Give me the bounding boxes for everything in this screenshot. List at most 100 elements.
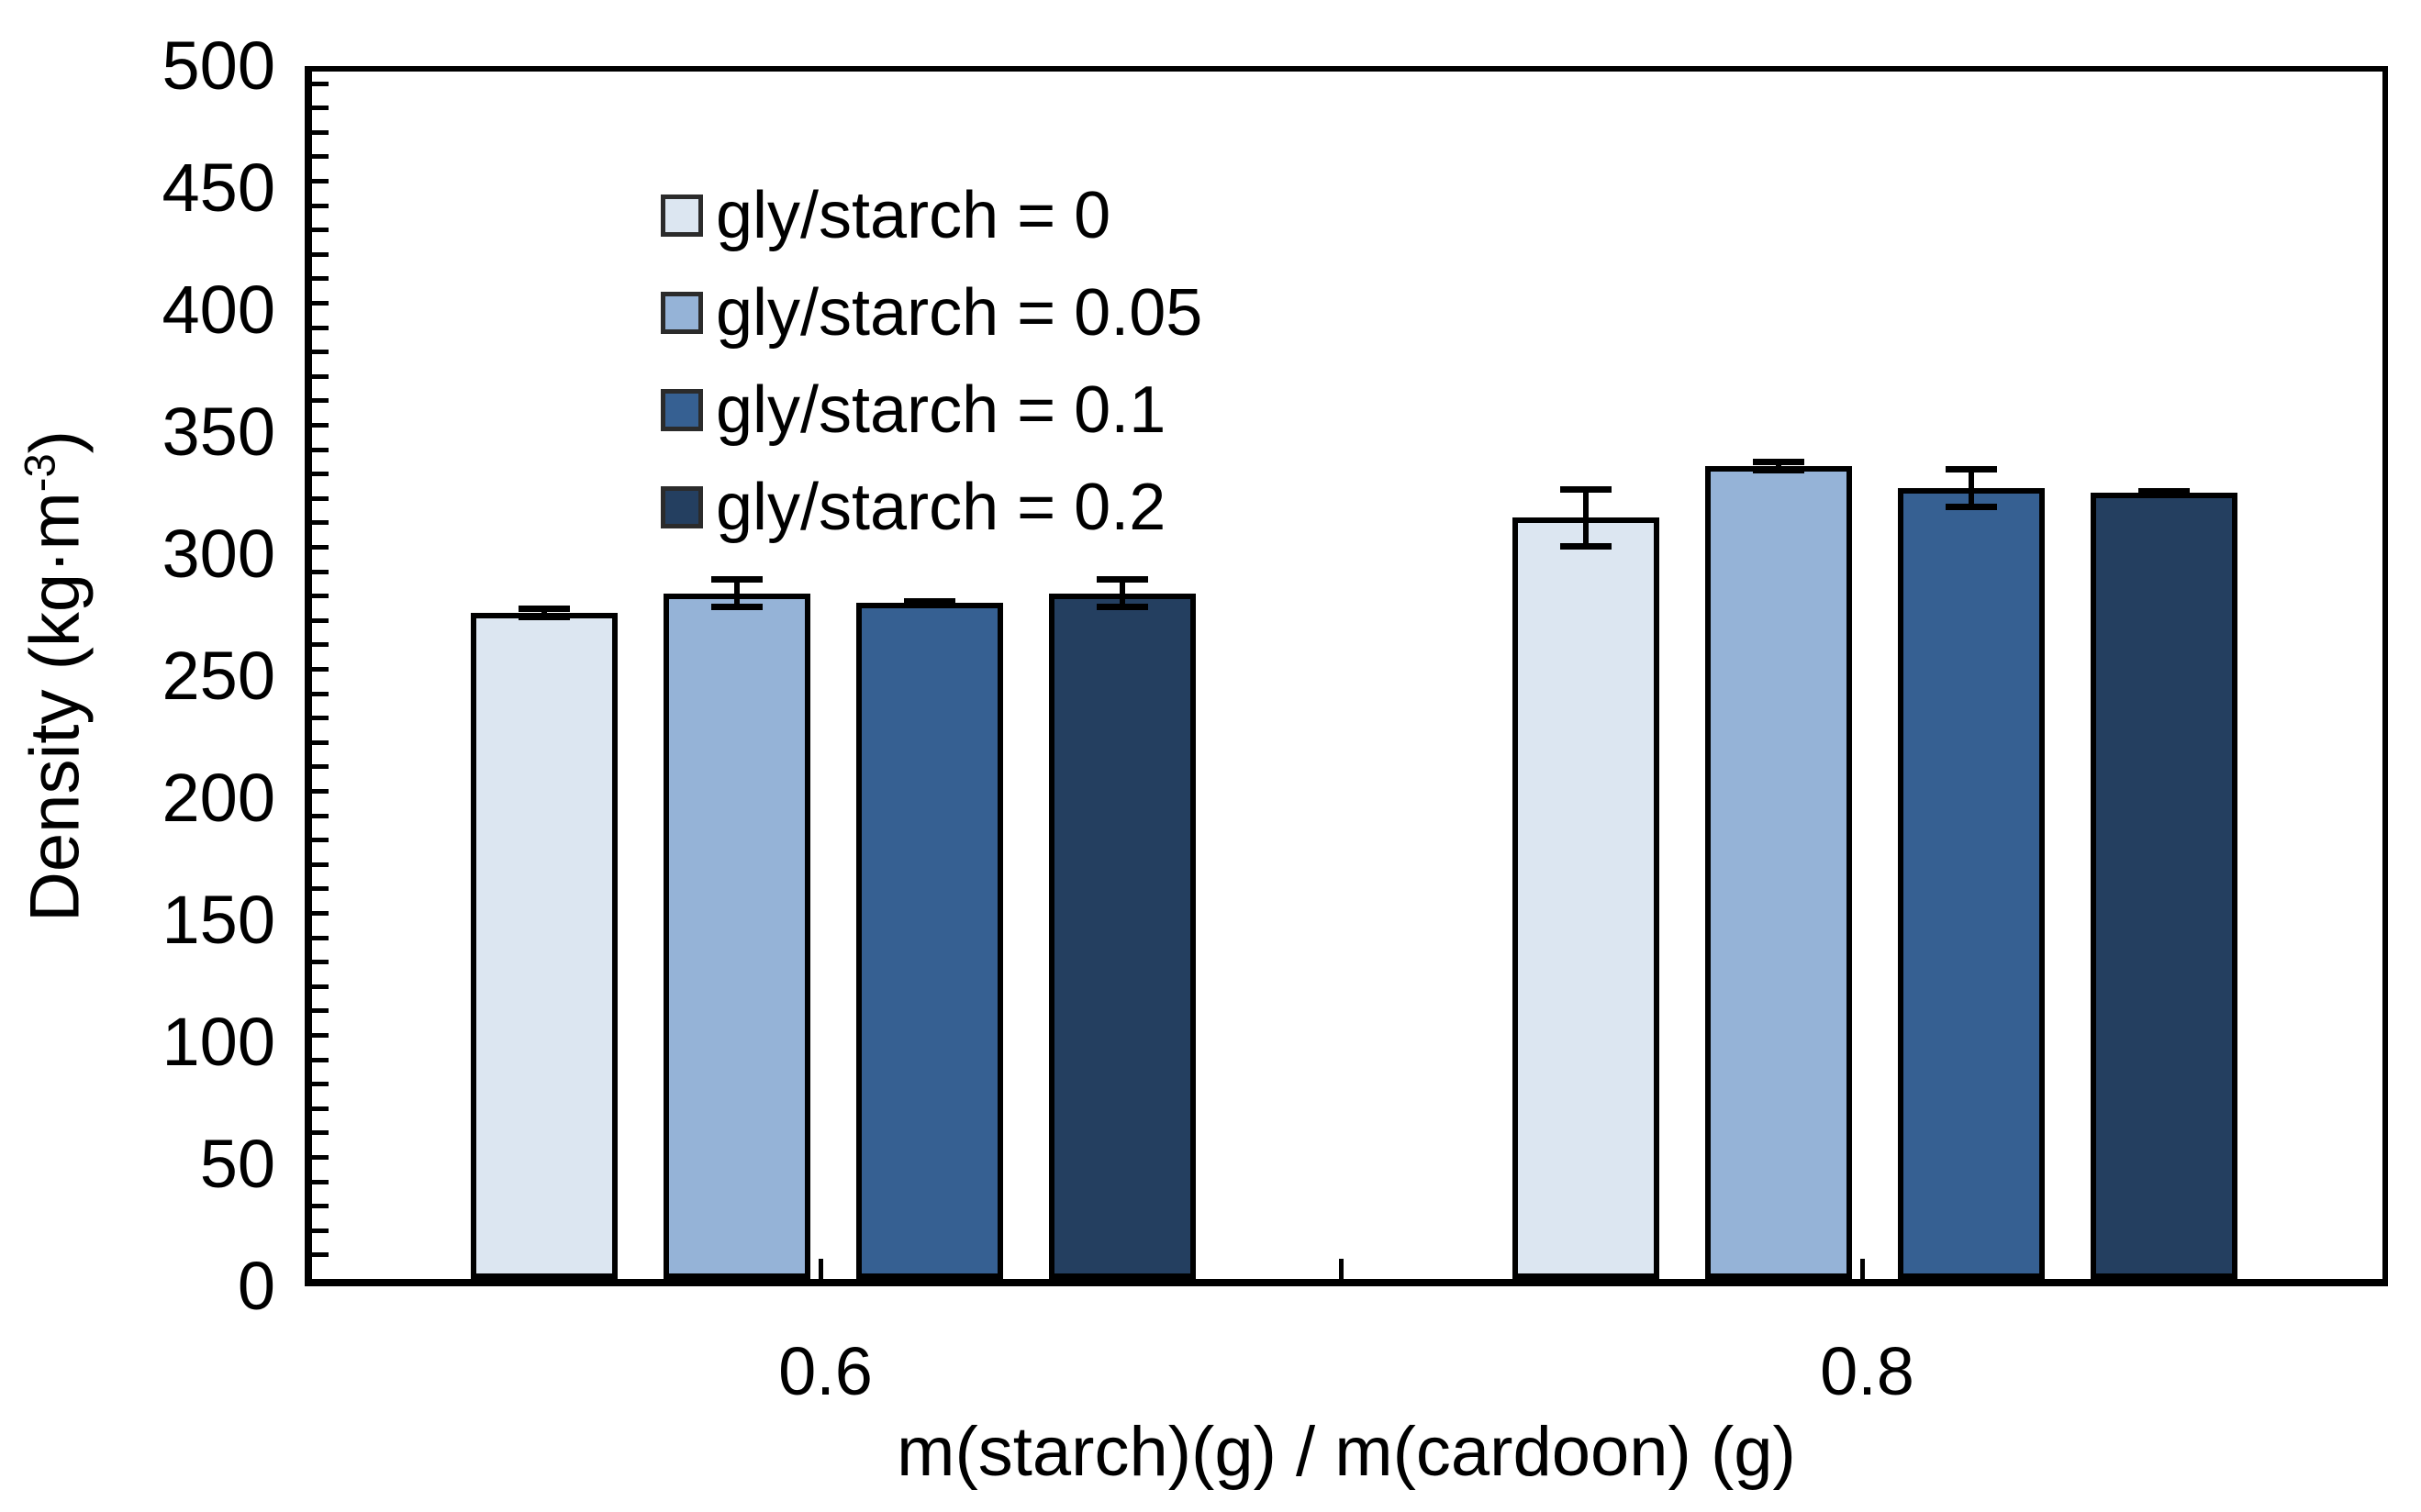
y-axis-tick (312, 1106, 329, 1111)
y-axis-tick (312, 569, 329, 574)
x-axis-title: m(starch)(g) / m(cardoon) (g) (897, 1413, 1796, 1491)
y-axis-tick (312, 276, 329, 282)
bar-0.6-series-2 (855, 603, 1003, 1279)
y-axis-tick-label: 350 (162, 394, 275, 470)
y-axis-tick (312, 423, 329, 428)
y-axis-tick-label: 450 (162, 150, 275, 226)
legend-label: gly/starch = 0.05 (716, 276, 1203, 350)
y-axis-tick-label: 50 (199, 1126, 275, 1202)
x-axis-tick-label: 0.6 (778, 1333, 873, 1409)
error-bar-cap-bottom (518, 613, 570, 620)
error-bar-cap-bottom (2137, 491, 2190, 498)
y-axis-tick (312, 935, 329, 940)
error-bar-cap-top (1559, 485, 1612, 493)
legend-swatch-icon (661, 195, 703, 237)
x-axis-tick-label: 0.8 (1820, 1333, 1914, 1409)
plot-area: gly/starch = 0 gly/starch = 0.05 gly/starc… (305, 66, 2388, 1286)
y-axis-tick (312, 81, 329, 86)
error-bar-cap-top (710, 575, 763, 583)
y-axis-tick (312, 398, 329, 404)
y-axis-tick (312, 472, 329, 477)
bar-0.6-series-0 (470, 612, 618, 1279)
y-axis-tick (312, 251, 329, 257)
y-axis-tick (312, 911, 329, 916)
y-axis-tick (312, 691, 329, 696)
y-axis-tick (312, 642, 329, 648)
error-bar (1968, 466, 1974, 511)
error-bar-cap-bottom (1559, 542, 1612, 550)
error-bar-cap-top (1945, 466, 1997, 473)
y-axis-tick-label: 400 (162, 272, 275, 348)
y-axis-tick (312, 129, 329, 135)
y-axis-tick-label: 200 (162, 760, 275, 836)
y-axis-tick-label: 250 (162, 638, 275, 714)
y-axis-tick (312, 789, 329, 794)
error-bar-cap-top (903, 597, 955, 605)
y-axis-tick (312, 447, 329, 452)
y-axis-tick (312, 1008, 329, 1014)
y-axis-tick (312, 325, 329, 330)
bar-0.8-series-2 (1897, 488, 2045, 1279)
y-axis-tick (312, 301, 329, 306)
error-bar (1582, 485, 1589, 550)
y-axis-tick-label: 500 (162, 28, 275, 104)
legend-item: gly/starch = 0.05 (661, 264, 1202, 361)
legend-item: gly/starch = 0.2 (661, 459, 1202, 556)
y-axis-tick (312, 1204, 329, 1209)
error-bar-cap-bottom (903, 601, 955, 608)
y-axis-tick (312, 862, 329, 867)
legend-item: gly/starch = 0 (661, 167, 1202, 264)
error-bar-cap-top (1752, 459, 1804, 466)
error-bar-cap-top (2137, 488, 2190, 495)
x-axis-tick (1859, 1259, 1865, 1279)
legend: gly/starch = 0 gly/starch = 0.05 gly/starc… (661, 167, 1202, 556)
y-axis-tick (312, 228, 329, 233)
y-axis-tick (312, 154, 329, 160)
y-axis-tick (312, 545, 329, 550)
y-axis-tick (312, 179, 329, 183)
bar-0.8-series-3 (2090, 493, 2237, 1279)
y-axis-tick (312, 373, 329, 379)
error-bar-cap-bottom (1096, 604, 1148, 611)
bar-0.6-series-1 (663, 593, 810, 1279)
y-axis-tick (312, 739, 329, 745)
legend-item: gly/starch = 0.1 (661, 361, 1202, 459)
y-axis-tick (312, 1082, 329, 1087)
y-axis-tick (312, 813, 329, 818)
bar-0.8-series-0 (1512, 517, 1659, 1279)
y-axis-tick (312, 1228, 329, 1233)
y-axis-tick (312, 520, 329, 526)
y-axis-tick (312, 1130, 329, 1136)
y-axis-tick (312, 716, 329, 721)
error-bar-cap-top (518, 605, 570, 612)
legend-label: gly/starch = 0.2 (716, 471, 1166, 544)
y-axis-tick (312, 1179, 329, 1184)
y-axis-tick (312, 667, 329, 672)
legend-swatch-icon (661, 389, 703, 431)
y-axis-tick (312, 495, 329, 501)
error-bar (733, 575, 740, 611)
y-axis-tick (312, 617, 329, 623)
bar-0.6-series-3 (1048, 593, 1196, 1279)
y-axis-tick (312, 1057, 329, 1062)
y-axis-tick (312, 594, 329, 599)
y-axis-tick (312, 203, 329, 208)
error-bar (541, 605, 547, 620)
y-axis-tick (312, 984, 329, 989)
error-bar-cap-top (1096, 575, 1148, 583)
error-bar (1775, 459, 1781, 474)
y-axis-tick (312, 1155, 329, 1160)
error-bar (1119, 575, 1125, 611)
y-axis-tick (312, 1252, 329, 1258)
y-axis-tick-label: 150 (162, 882, 275, 958)
error-bar-cap-bottom (1945, 504, 1997, 511)
y-axis-tick-label: 0 (237, 1248, 275, 1324)
bar-0.8-series-1 (1704, 466, 1852, 1279)
y-axis-tick (312, 886, 329, 892)
legend-swatch-icon (661, 486, 703, 528)
y-axis-tick (312, 106, 329, 111)
y-axis-tick-label: 100 (162, 1004, 275, 1080)
y-axis-tick (312, 764, 329, 770)
y-axis-tick (312, 1033, 329, 1038)
